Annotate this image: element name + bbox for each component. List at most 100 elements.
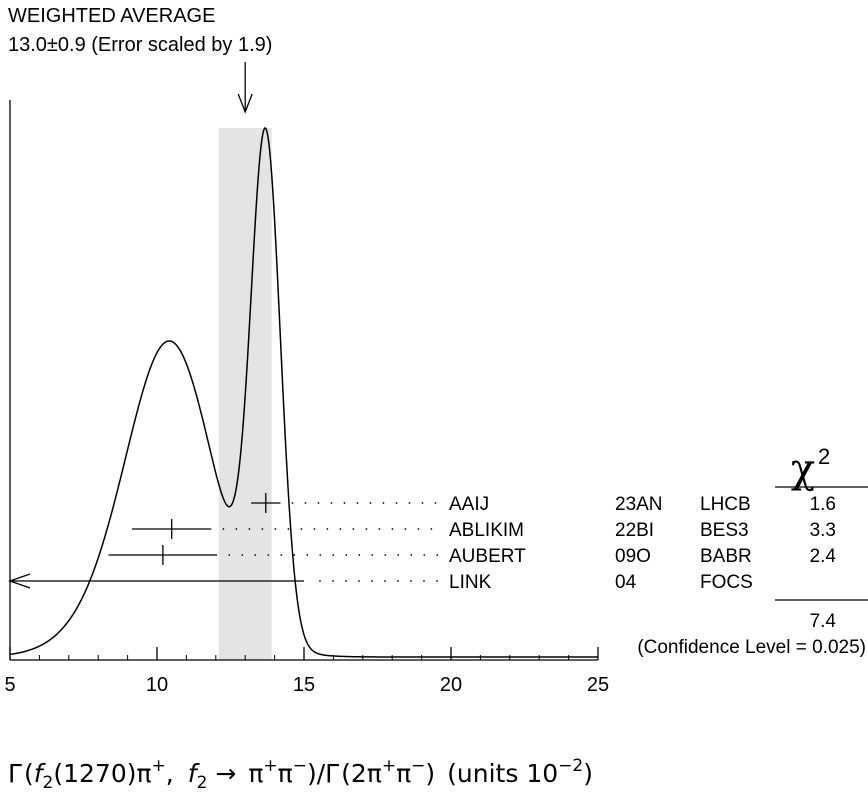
leader-dot xyxy=(326,528,329,530)
leader-dot xyxy=(343,502,346,504)
xlabel-paren-close: ) xyxy=(307,759,317,788)
xlabel-gamma2: Γ xyxy=(325,759,339,788)
x-tick-label: 5 xyxy=(4,674,15,696)
leader-dot xyxy=(254,554,257,556)
leader-dot xyxy=(241,554,244,556)
x-axis-label: Γ(f2(1270)π+, f2 → π+π−)/Γ(2π+π−) (units 10−… xyxy=(8,756,593,793)
xlabel-paren-open: ( xyxy=(24,759,34,788)
leader-dot xyxy=(287,528,290,530)
measurement-year: 04 xyxy=(615,572,637,593)
xlabel-f2-sub: 2 xyxy=(43,773,54,793)
measurement-marks xyxy=(8,493,439,589)
measurement-experiment: FOCS xyxy=(700,572,753,593)
measurement-name: ABLIKIM xyxy=(449,520,524,541)
xlabel-gamma: Γ xyxy=(8,759,22,788)
measurement-year: 22BI xyxy=(615,520,654,541)
xlabel-comma: , xyxy=(166,759,174,788)
leader-dot xyxy=(378,528,381,530)
leader-dot xyxy=(304,502,307,504)
leader-dot xyxy=(313,528,316,530)
leader-dot xyxy=(358,580,360,582)
measurement-year: 09O xyxy=(615,546,651,567)
leader-dot xyxy=(395,502,398,504)
weighted-average-arrow-head xyxy=(237,93,253,114)
xlabel-units: (units 10 xyxy=(447,759,558,788)
leader-dot xyxy=(332,554,335,556)
x-tick-label: 10 xyxy=(146,674,168,696)
measurement-name: LINK xyxy=(449,572,492,593)
xlabel-f2b-sub: 2 xyxy=(197,773,208,793)
xlabel-mass: (1270) xyxy=(53,759,136,788)
xlabel-pi2-sup: + xyxy=(263,756,277,776)
xlabel-pi3: π xyxy=(278,759,293,788)
chi2-header-superscript: 2 xyxy=(818,444,830,469)
leader-dot xyxy=(384,580,386,582)
leader-dot xyxy=(382,502,385,504)
measurement-row-link: LINK 04 FOCS xyxy=(449,572,753,593)
xlabel-paren-open2: ( xyxy=(341,759,351,788)
measurement-name: AUBERT xyxy=(449,546,526,567)
ideogram-curve xyxy=(9,127,598,658)
xlabel-two: 2 xyxy=(351,759,367,788)
leader-dot xyxy=(228,554,231,556)
leader-dot xyxy=(319,554,322,556)
xlabel-slash: / xyxy=(317,759,326,788)
xlabel-pi4: π xyxy=(367,759,382,788)
measurement-row-aaij: AAIJ 23AN LHCB 1.6 xyxy=(449,494,836,515)
leader-dot xyxy=(436,580,438,582)
leader-dot xyxy=(430,528,433,530)
x-tick-label: 25 xyxy=(587,674,609,696)
leader-dot xyxy=(356,502,359,504)
leader-dot xyxy=(371,580,373,582)
leader-dot xyxy=(436,554,439,556)
leader-dot xyxy=(410,554,413,556)
xlabel-pi5-sup: − xyxy=(411,756,425,776)
x-tick-label: 20 xyxy=(440,674,462,696)
leader-dot xyxy=(274,528,277,530)
xlabel-units-close: ) xyxy=(583,759,593,788)
leader-dot xyxy=(306,554,309,556)
measurement-experiment: BES3 xyxy=(700,520,749,541)
measurement-row-aubert: AUBERT 09O BABR 2.4 xyxy=(449,546,836,567)
leader-dot xyxy=(369,502,372,504)
leader-dot xyxy=(319,580,321,582)
measurement-row-ablikim: ABLIKIM 22BI BES3 3.3 xyxy=(449,520,836,541)
measurement-experiment: BABR xyxy=(700,546,752,567)
leader-dot xyxy=(365,528,368,530)
leader-dot xyxy=(345,554,348,556)
leader-dot xyxy=(384,554,387,556)
xlabel-pi5: π xyxy=(396,759,411,788)
leader-dot xyxy=(332,580,334,582)
leader-dot xyxy=(404,528,407,530)
leader-dot xyxy=(280,554,283,556)
leader-dot xyxy=(408,502,411,504)
xlabel-arrow: → xyxy=(215,759,236,788)
xlabel-pi4-sup: + xyxy=(382,756,396,776)
xlabel-paren-close2: ) xyxy=(425,759,435,788)
leader-dot xyxy=(423,580,425,582)
chi2-header: χ xyxy=(791,446,815,492)
x-ticks: 5 10 15 20 25 xyxy=(4,647,609,696)
xlabel-pi-sup: + xyxy=(152,756,166,776)
leader-dot xyxy=(291,502,294,504)
leader-dot xyxy=(345,580,347,582)
chart-subtitle: 13.0±0.9 (Error scaled by 1.9) xyxy=(8,34,272,56)
leader-dot xyxy=(410,580,412,582)
upper-limit-arrowhead xyxy=(8,573,31,589)
xlabel-pi: π xyxy=(136,759,151,788)
leader-dot xyxy=(235,528,238,530)
measurement-chi2: 3.3 xyxy=(810,520,836,541)
leader-dot xyxy=(330,502,333,504)
leader-dot xyxy=(317,502,320,504)
leader-dot xyxy=(358,554,361,556)
xlabel-pi2: π xyxy=(248,759,263,788)
measurement-chi2: 1.6 xyxy=(810,494,836,515)
chi2-total: 7.4 xyxy=(810,611,837,632)
measurement-experiment: LHCB xyxy=(700,494,751,515)
xlabel-pi3-sup: − xyxy=(293,756,307,776)
leader-dot xyxy=(417,528,420,530)
xlabel-units-exp: −2 xyxy=(558,756,583,776)
leader-dot xyxy=(248,528,251,530)
leader-dot xyxy=(352,528,355,530)
